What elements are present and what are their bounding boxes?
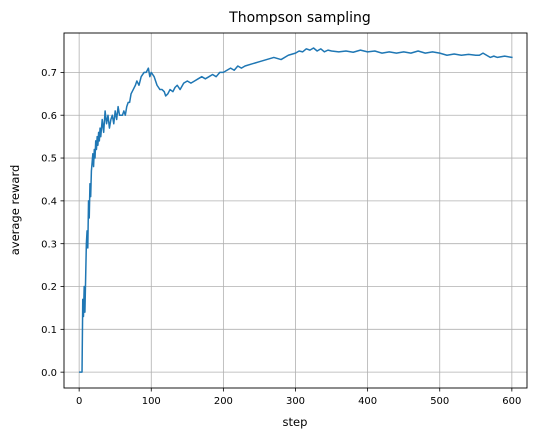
y-tick-label: 0.4 (41, 196, 57, 207)
y-axis: 0.0 0.1 0.2 0.3 0.4 0.5 0.6 0.7 (41, 68, 64, 379)
x-tick-label: 300 (286, 396, 305, 407)
series-line (79, 47, 513, 373)
x-axis-label: step (283, 415, 308, 429)
x-tick-label: 0 (76, 396, 82, 407)
y-tick-label: 0.1 (41, 325, 57, 336)
chart-title: Thompson sampling (228, 10, 371, 26)
y-tick-label: 0.0 (41, 368, 57, 379)
grid (64, 33, 527, 388)
plot-area (79, 47, 513, 373)
y-tick-label: 0.6 (41, 111, 57, 122)
y-tick-label: 0.7 (41, 68, 57, 79)
x-tick-label: 100 (142, 396, 161, 407)
y-tick-label: 0.5 (41, 154, 57, 165)
x-tick-label: 200 (214, 396, 233, 407)
y-tick-label: 0.2 (41, 282, 57, 293)
x-tick-label: 400 (358, 396, 377, 407)
y-tick-label: 0.3 (41, 239, 57, 250)
x-tick-label: 600 (502, 396, 521, 407)
x-axis: 0 100 200 300 400 500 600 (76, 388, 521, 407)
x-tick-label: 500 (430, 396, 449, 407)
y-axis-label: average reward (8, 165, 22, 256)
